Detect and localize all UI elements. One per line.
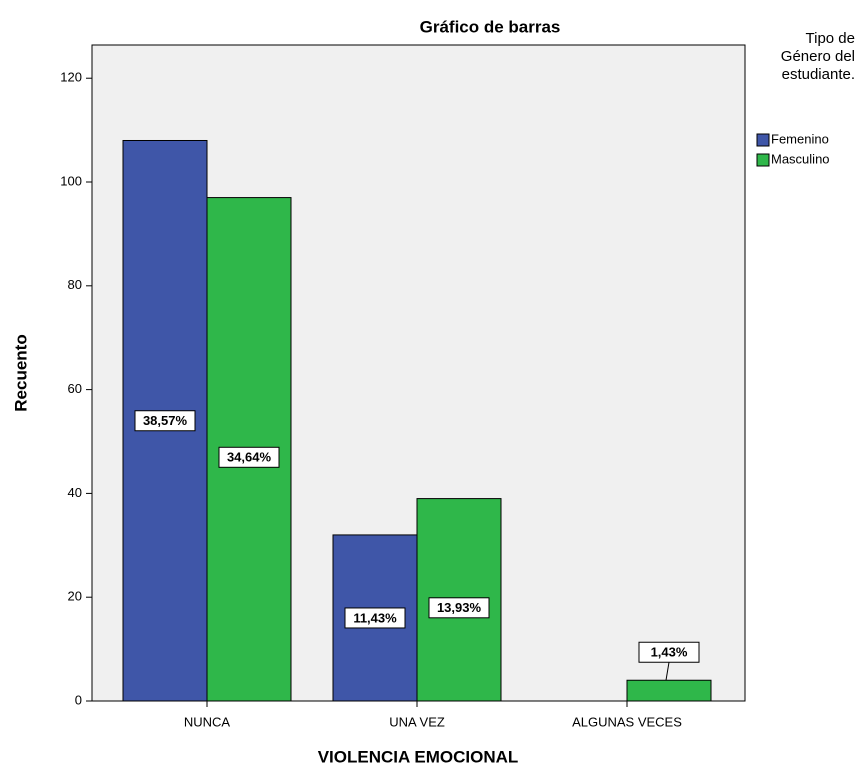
bar: [626, 679, 712, 702]
x-tick-label: UNA VEZ: [389, 714, 445, 729]
legend-swatch: [756, 153, 770, 167]
data-label: 1,43%: [651, 645, 688, 660]
legend-label: Femenino: [771, 131, 829, 146]
data-label: 11,43%: [353, 610, 397, 625]
data-label-box: [218, 446, 280, 468]
data-label-box: [344, 607, 406, 629]
y-axis-label: Recuento: [11, 334, 30, 411]
legend-title: Tipo de Género del estudiante.: [780, 30, 855, 83]
legend-swatch: [756, 133, 770, 147]
y-tick-label: 40: [68, 485, 82, 500]
data-label: 38,57%: [143, 413, 188, 428]
y-tick-label: 20: [68, 589, 82, 604]
chart-title: Gráfico de barras: [420, 17, 561, 36]
data-label-box: [638, 641, 700, 663]
legend-label: Masculino: [771, 151, 830, 166]
y-tick-label: 0: [75, 692, 82, 707]
data-label: 13,93%: [437, 600, 482, 615]
y-tick-label: 60: [68, 381, 82, 396]
data-label: 34,64%: [227, 450, 272, 465]
x-axis-label: VIOLENCIA EMOCIONAL: [318, 747, 519, 766]
data-label-box: [134, 410, 196, 432]
y-tick-label: 100: [60, 173, 82, 188]
y-tick-label: 120: [60, 70, 82, 85]
label-leader: [665, 662, 670, 681]
y-tick-label: 80: [68, 277, 82, 292]
x-tick-label: NUNCA: [184, 714, 231, 729]
data-label-box: [428, 597, 490, 619]
x-tick-label: ALGUNAS VECES: [572, 714, 682, 729]
